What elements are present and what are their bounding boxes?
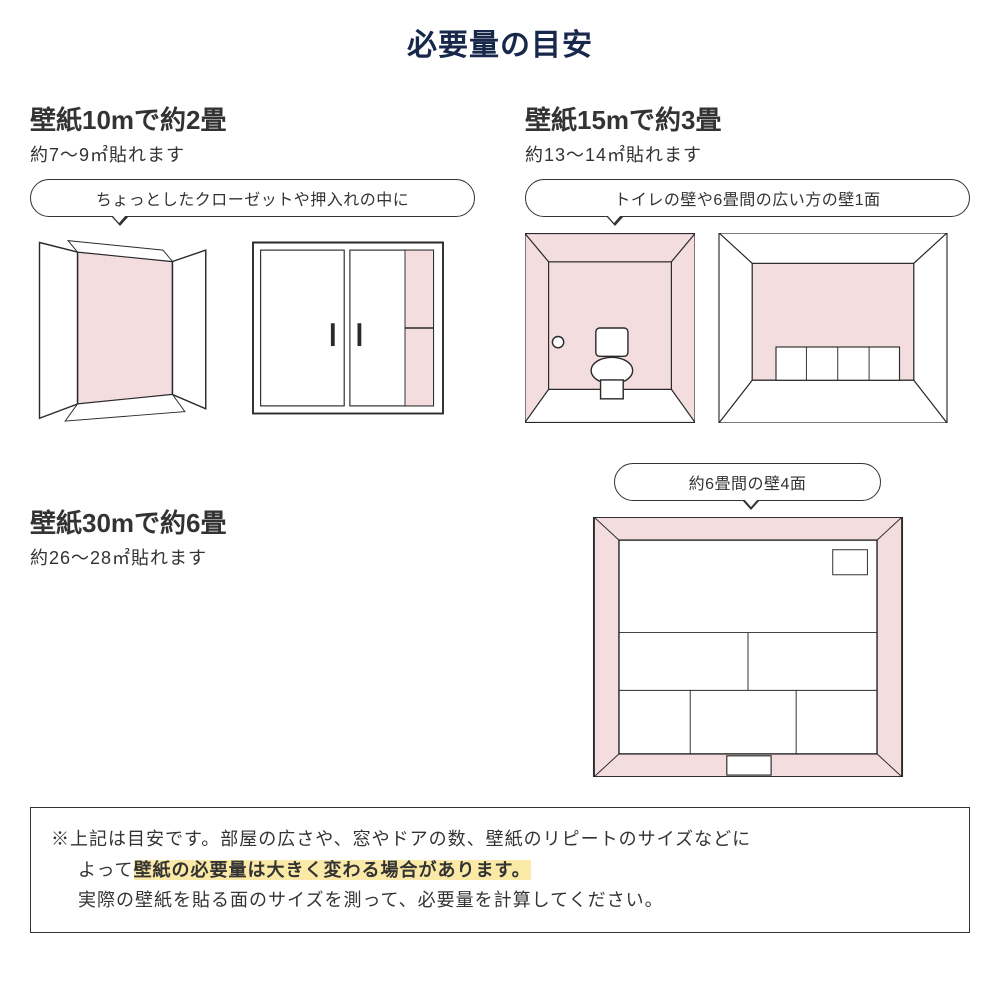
bubble-30m: 約6畳間の壁4面	[614, 463, 881, 501]
block-10m: 壁紙10mで約2畳 約7～9㎡貼れます ちょっとしたクローゼットや押入れの中に	[30, 100, 475, 453]
note-line1-text: ※上記は目安です。部屋の広さや、窓やドアの数、壁紙のリピートのサイズなどに	[51, 829, 751, 849]
block-15m: 壁紙15mで約3畳 約13～14㎡貼れます トイレの壁や6畳間の広い方の壁1面	[525, 100, 970, 453]
note-highlight: 壁紙の必要量は大きく変わる場合があります。	[134, 860, 531, 880]
bubble-15m: トイレの壁や6畳間の広い方の壁1面	[525, 179, 970, 217]
subtext-30m: 約26～28㎡貼れます	[30, 544, 475, 570]
note-line2-pre: よって	[78, 860, 134, 880]
note-line3: 実際の壁紙を貼る面のサイズを測って、必要量を計算してください。	[51, 885, 949, 916]
subtext-15m: 約13～14㎡貼れます	[525, 141, 970, 167]
note-line2: よって壁紙の必要量は大きく変わる場合があります。	[51, 855, 949, 886]
heading-15m: 壁紙15mで約3畳	[525, 100, 970, 137]
illustration-toilet-room	[525, 233, 970, 423]
bubble-10m: ちょっとしたクローゼットや押入れの中に	[30, 179, 475, 217]
note-line1: ※上記は目安です。部屋の広さや、窓やドアの数、壁紙のリピートのサイズなどに	[51, 824, 949, 855]
content-grid: 壁紙10mで約2畳 約7～9㎡貼れます ちょっとしたクローゼットや押入れの中に	[30, 100, 970, 787]
room-wall-svg	[713, 233, 953, 423]
floorplan-svg	[588, 517, 908, 777]
heading-10m: 壁紙10mで約2畳	[30, 100, 475, 137]
oshiire-svg	[238, 233, 458, 423]
closet-svg	[30, 233, 220, 423]
heading-30m: 壁紙30mで約6畳	[30, 503, 475, 540]
block-30m-illus: 約6畳間の壁4面	[525, 463, 970, 777]
note-box: ※上記は目安です。部屋の広さや、窓やドアの数、壁紙のリピートのサイズなどに よっ…	[30, 807, 970, 933]
illustration-closet	[30, 233, 475, 423]
subtext-10m: 約7～9㎡貼れます	[30, 141, 475, 167]
illustration-floorplan	[525, 517, 970, 777]
note-line3-text: 実際の壁紙を貼る面のサイズを測って、必要量を計算してください。	[78, 890, 664, 910]
toilet-svg	[525, 233, 695, 423]
block-30m: 壁紙30mで約6畳 約26～28㎡貼れます	[30, 503, 475, 777]
page-title: 必要量の目安	[30, 20, 970, 64]
